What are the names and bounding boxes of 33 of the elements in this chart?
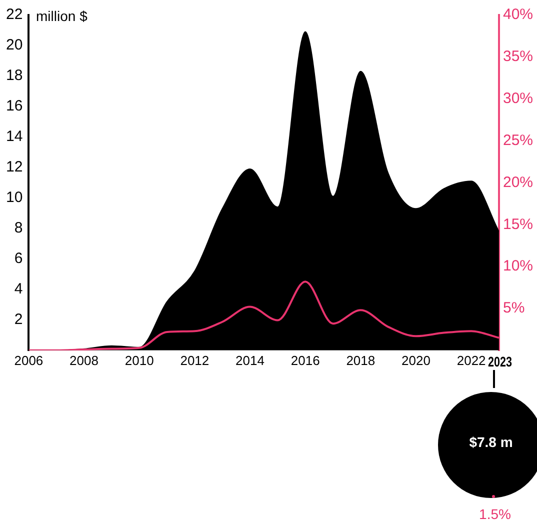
- y2-tick-label: 20%: [502, 174, 534, 191]
- x-tick-label: 2016: [290, 352, 320, 368]
- y-tick-label: 6: [14, 250, 23, 268]
- y-tick-label: 10: [6, 189, 23, 206]
- x-tick-label: 2018: [346, 352, 376, 368]
- y-tick-label: 14: [6, 128, 23, 146]
- text: $7.8 m: [468, 434, 514, 450]
- y2-tick-label: 40%: [502, 6, 534, 24]
- x-tick-label: 2014: [236, 352, 264, 368]
- x-tick-label: 2008: [70, 352, 98, 368]
- y2-tick-label: 25%: [502, 132, 534, 149]
- y2-tick-label: 5%: [502, 300, 525, 317]
- y2-tick-label: 10%: [502, 258, 534, 275]
- y-tick-label: 8: [14, 220, 23, 237]
- x-tick-label: 2012: [180, 352, 210, 368]
- y-tick-label: 18: [6, 67, 23, 84]
- y2-tick-label: 35%: [502, 48, 534, 66]
- x-tick-label: 2022: [456, 352, 486, 368]
- y-tick-label: 2: [14, 311, 23, 328]
- x-tick-label: 2020: [402, 352, 430, 368]
- line-series: [28, 280, 499, 350]
- x-tick-label: 2023: [488, 354, 512, 370]
- y-tick-label: 20: [6, 36, 23, 54]
- y2-tick-label: 15%: [502, 216, 534, 233]
- y-tick-label: 16: [6, 98, 23, 115]
- y-tick-label: 4: [14, 280, 23, 298]
- y2-tick-label: 30%: [502, 90, 534, 107]
- text: 1.5%: [478, 506, 512, 522]
- x-tick-label: 2010: [124, 352, 154, 368]
- y-axis-title: million $: [36, 8, 88, 24]
- y-tick-label: 12: [6, 158, 23, 176]
- x-tick-label: 2006: [14, 352, 44, 368]
- y-tick-label: 22: [6, 6, 23, 24]
